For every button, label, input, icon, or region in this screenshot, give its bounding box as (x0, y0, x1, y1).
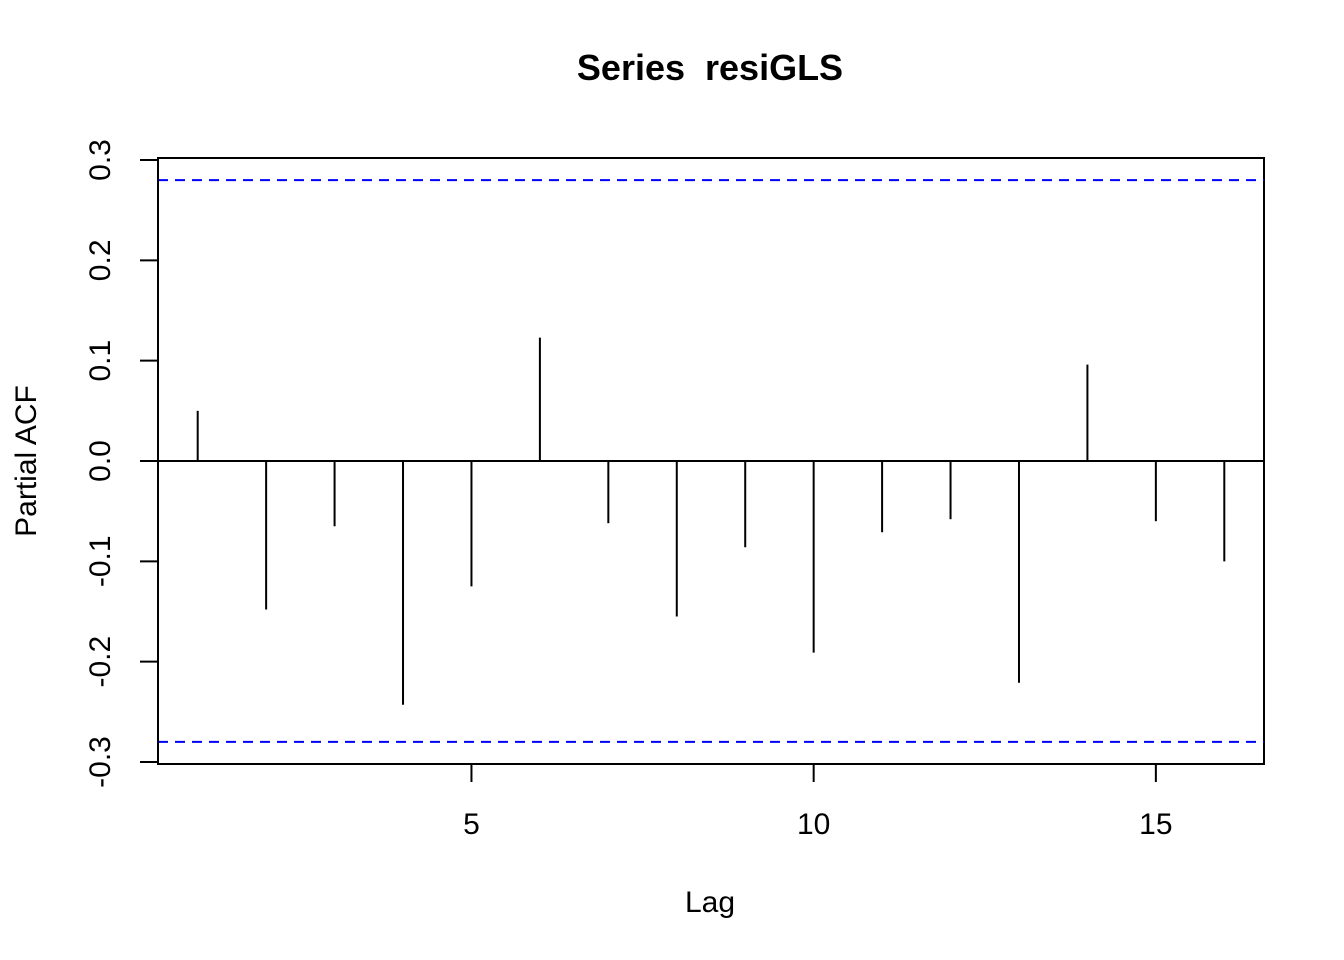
x-tick-label: 10 (797, 808, 830, 841)
y-axis-label: Partial ACF (10, 385, 43, 537)
x-axis-label: Lag (685, 886, 735, 919)
x-tick-label: 15 (1139, 808, 1172, 841)
y-tick-label: 0.1 (84, 340, 117, 382)
y-tick-label: -0.2 (84, 636, 117, 688)
x-tick-label: 5 (463, 808, 480, 841)
chart-title: Series resiGLS (577, 47, 843, 88)
y-tick-label: -0.3 (84, 736, 117, 788)
y-tick-label: -0.1 (84, 535, 117, 587)
y-tick-label: 0.3 (84, 139, 117, 181)
y-tick-label: 0.2 (84, 239, 117, 281)
y-tick-label: 0.0 (84, 440, 117, 482)
chart-marks: -0.3 -0.2 -0.1 0.0 0.1 0.2 0.3 5 10 15 (84, 139, 1264, 841)
